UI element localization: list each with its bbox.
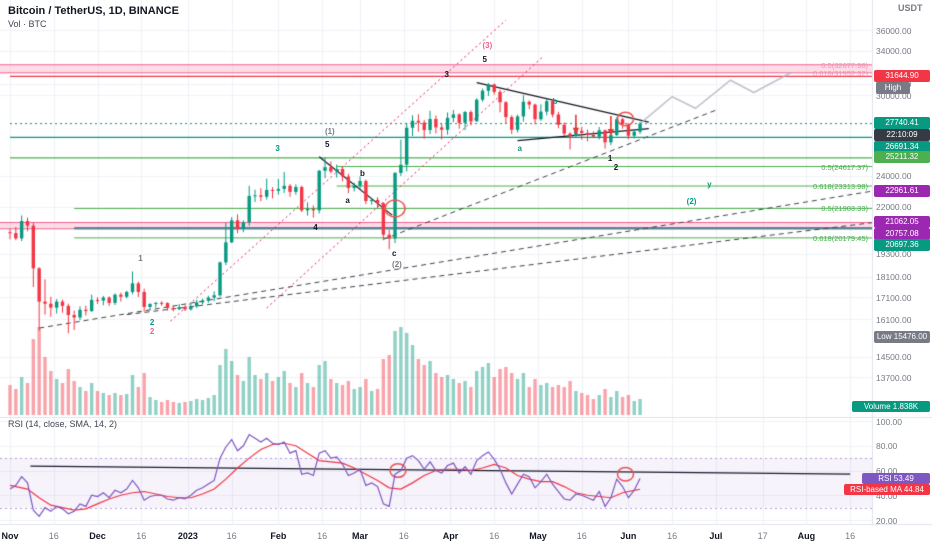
time-axis-label-16[interactable]: 16 [489,531,500,541]
fib-level-label: 0.5(32677.98) [821,60,868,70]
time-axis-label-16[interactable]: 16 [845,531,856,541]
time-axis-label-aug[interactable]: Aug [797,531,816,541]
time-axis-label-16[interactable]: 16 [226,531,237,541]
wave-label-1: 1 [138,253,143,263]
fib-level-label: 0.618(20179.45) [812,233,868,243]
wave-label-b: b [359,168,365,178]
price-axis-badge-27740-41: 27740.41 [874,117,930,130]
time-axis-label-16[interactable]: 16 [136,531,147,541]
axis-price-tick: 36000.00 [876,25,912,36]
time-axis-label-16[interactable]: 16 [317,531,328,541]
fib-level-label: 0.5(24617.37) [821,162,868,172]
wave-label-y: y [707,179,712,189]
time-axis-label-16[interactable]: 16 [576,531,587,541]
fib-level-label: 0.5(21903.33) [821,204,868,214]
wave-label-a: a [345,195,350,205]
wave-label-3: (3) [482,40,493,50]
axis-rsi-tick: 20.00 [876,515,898,526]
wave-label-b: b [552,96,558,106]
rsi-indicator-label[interactable]: RSI (14, close, SMA, 14, 2) [8,419,118,429]
wave-label-5: 5 [324,139,330,149]
wave-label-2: (2) [392,259,402,269]
time-axis-label-16[interactable]: 16 [48,531,59,541]
axis-price-tick: 18100.00 [876,272,912,283]
time-axis-label-16[interactable]: 16 [398,531,409,541]
axis-rsi-tick: 40.00 [876,490,898,501]
time-axis-label-2023[interactable]: 2023 [177,531,198,541]
time-axis-label-apr[interactable]: Apr [442,531,459,541]
time-axis-label-jun[interactable]: Jun [620,531,637,541]
wave-label-c: c [392,248,397,258]
price-axis-currency-label: USDT [898,3,923,13]
symbol-title[interactable]: Bitcoin / TetherUS, 1D, BINANCE [8,5,179,17]
price-axis-badge-22961-61[interactable]: 22961.61 [874,185,930,198]
symbol-subtitle[interactable]: Vol · BTC [8,19,47,29]
wave-label-1: (1) [324,126,335,136]
axis-price-tick: 17100.00 [876,292,912,303]
wave-label-2: 2 [613,163,619,172]
price-axis-badge-25211-32[interactable]: 25211.32 [874,151,930,164]
price-axis-badge-21062-05[interactable]: 21062.05 [874,216,930,229]
fib-level-label: 0.618(23313.98) [812,182,868,192]
time-axis-label-nov[interactable]: Nov [1,531,19,541]
wave-label-3: 3 [275,143,280,153]
axis-price-tick: 30000.00 [876,90,912,101]
time-axis-label-17[interactable]: 17 [757,531,768,541]
wave-label-1: 1 [607,154,613,164]
price-axis-badge-high: High [876,81,910,94]
time-axis-label-dec[interactable]: Dec [89,531,106,541]
axis-price-tick: 34000.00 [876,46,912,57]
axis-price-tick: 24000.00 [876,171,912,182]
axis-price-tick: 19300.00 [876,249,912,260]
rsi-axis-badge-rsi-based-ma: RSI-based MA 44.84 [844,483,930,495]
price-axis-badge-26691-34[interactable]: 26691.34 [874,140,930,153]
fib-level-label: 0.618(31952.32) [812,68,868,78]
rsi-axis-badge-rsi: RSI 53.49 [862,473,930,485]
wave-label-2: 2 [149,318,155,328]
wave-label-a: a [517,143,522,153]
price-axis-badge-20757-08[interactable]: 20757.08 [874,228,930,241]
axis-price-tick: 14500.00 [876,352,912,363]
time-axis-label-may[interactable]: May [529,531,547,541]
time-axis-label-feb[interactable]: Feb [270,531,287,541]
price-axis-badge-20697-36[interactable]: 20697.36 [874,239,930,252]
price-axis-countdown: 22:10:09 [874,129,930,142]
axis-rsi-tick: 60.00 [876,466,898,476]
wave-label-4: 4 [313,222,318,232]
price-axis-badge-31644-90[interactable]: 31644.90 [874,69,930,82]
axis-price-tick: 22000.00 [876,202,912,213]
axis-rsi-tick: 80.00 [876,441,898,452]
wave-label-3: 3 [444,69,449,79]
axis-price-tick: 16100.00 [876,314,912,325]
time-axis-label-16[interactable]: 16 [667,531,678,541]
time-axis-label-mar[interactable]: Mar [352,531,369,541]
price-axis-badge-low-15476-00: Low 15476.00 [874,330,930,343]
wave-label-2: 2 [149,327,155,337]
axis-price-tick: 13700.00 [876,372,912,383]
wave-label-2: (2) [686,196,697,206]
time-axis-label-jul[interactable]: Jul [709,531,723,541]
wave-label-5: 5 [482,54,487,64]
volume-axis-badge: Volume 1.838K [852,401,930,412]
axis-rsi-tick: 100.00 [876,416,902,427]
